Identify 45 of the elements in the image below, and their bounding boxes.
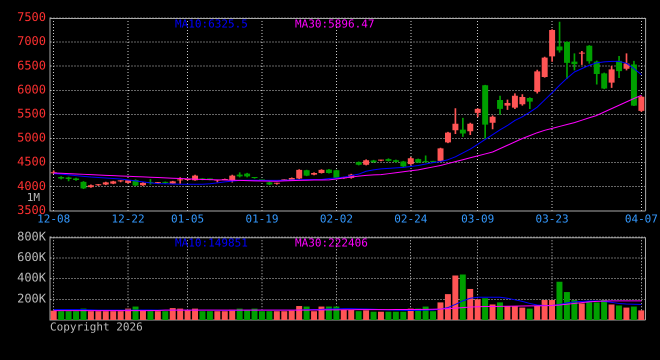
bar [370, 312, 377, 320]
bar [630, 306, 637, 320]
y-tick-label: 7500 [17, 10, 46, 24]
x-tick-label: 12-22 [112, 212, 145, 226]
bar [608, 304, 615, 320]
bar [482, 298, 488, 320]
bar [578, 303, 585, 320]
y-tick-label: 5000 [17, 130, 46, 145]
bar [363, 310, 370, 320]
x-tick-label: 03-09 [461, 212, 494, 226]
text: Copyright 2026 [50, 320, 143, 334]
text: 1M [26, 191, 40, 204]
bar [490, 304, 496, 320]
x-tick-label: 01-19 [245, 212, 279, 226]
x-tick-label: 03-23 [536, 212, 569, 226]
y-tick-label: 7000 [17, 34, 46, 48]
x-tick-label: 02-24 [394, 212, 428, 226]
x-tick-label: 02-02 [320, 212, 353, 226]
y-tick-label: 6000 [17, 82, 46, 96]
y-tick-label: 200K [17, 291, 47, 306]
bar [638, 310, 644, 320]
y-tick-label: 400K [17, 270, 47, 285]
bar [496, 302, 503, 320]
y-tick-label: 6500 [17, 58, 46, 72]
y-tick-label: 600K [17, 250, 47, 264]
x-tick-label: 01-05 [171, 212, 204, 226]
y-tick-label: 4500 [17, 154, 46, 169]
y-tick-label: 4000 [17, 178, 46, 193]
text: MA10:149851 [175, 236, 248, 250]
bar [460, 274, 466, 320]
x-tick-label: 04-07 [624, 212, 658, 226]
y-tick-label: 5500 [17, 106, 46, 121]
bar [616, 306, 622, 320]
bar [50, 310, 57, 320]
bar [526, 308, 533, 320]
text: MA30:5896.47 [295, 17, 374, 30]
bar [623, 308, 630, 320]
bar [147, 311, 154, 320]
bar [378, 312, 384, 320]
bar [356, 311, 362, 320]
bar [154, 311, 161, 320]
y-tick-label: 800K [17, 229, 47, 244]
bar [162, 311, 168, 320]
text: MA10:6325.5 [175, 17, 248, 30]
text: MA30:222406 [295, 236, 368, 250]
